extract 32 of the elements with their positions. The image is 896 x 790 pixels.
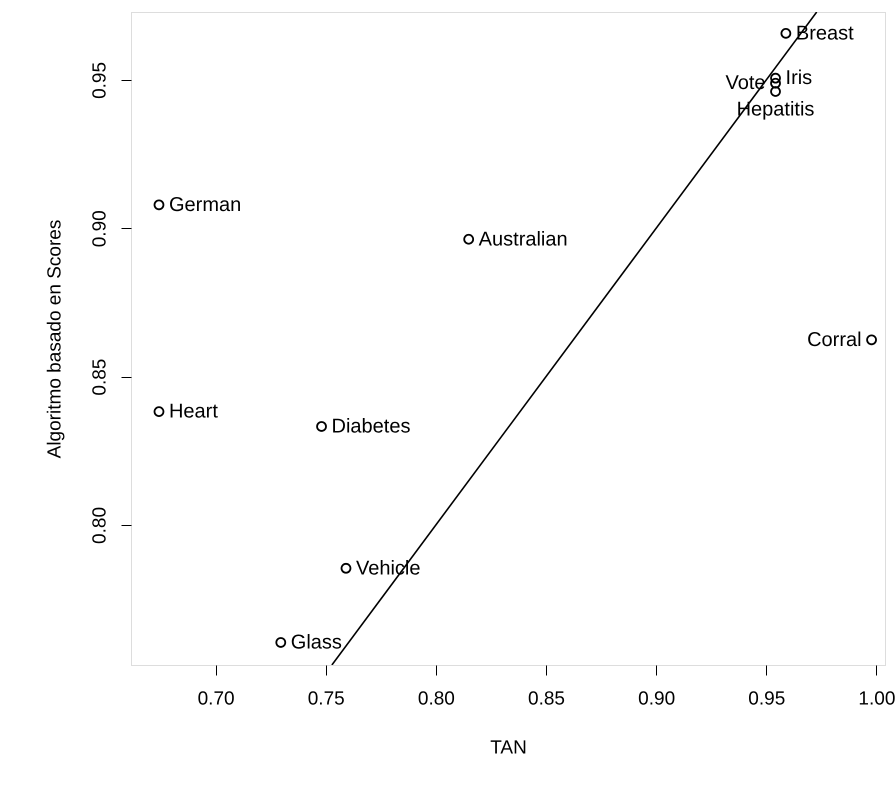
y-tick-label: 0.90 (90, 210, 110, 248)
point (770, 72, 781, 84)
x-tick-label: 0.95 (748, 688, 786, 710)
x-tick-label: 0.75 (308, 688, 345, 710)
y-tick-label: 0.85 (90, 358, 110, 396)
point (154, 406, 164, 417)
point (770, 86, 781, 97)
annotation: Vote (725, 72, 766, 94)
annotation: Heart (168, 400, 218, 423)
annotation: Glass (290, 631, 342, 654)
x-tick-label: 0.80 (418, 688, 455, 710)
annotation: German (168, 194, 242, 216)
annotation: Diabetes (332, 415, 410, 438)
point (780, 28, 792, 39)
y-tick-label: 0.95 (90, 62, 110, 99)
point (275, 637, 286, 648)
point (340, 562, 352, 574)
point (770, 78, 781, 89)
annotation: Australian (478, 228, 568, 250)
x-tick-label: 0.90 (638, 688, 676, 710)
y-axis-title: Algoritmo basado en Scores (44, 220, 66, 458)
x-tick-label: 1.00 (858, 688, 896, 710)
x-tick-label: 0.70 (198, 688, 235, 710)
x-tick-label: 0.85 (528, 688, 565, 710)
annotation: Iris (786, 67, 812, 90)
x-axis-title: TAN (490, 738, 527, 758)
point (866, 334, 877, 346)
y-tick-label: 0.80 (90, 506, 110, 544)
point (154, 199, 164, 210)
point (316, 421, 327, 432)
point (463, 234, 474, 245)
annotation: Corral (807, 328, 862, 351)
